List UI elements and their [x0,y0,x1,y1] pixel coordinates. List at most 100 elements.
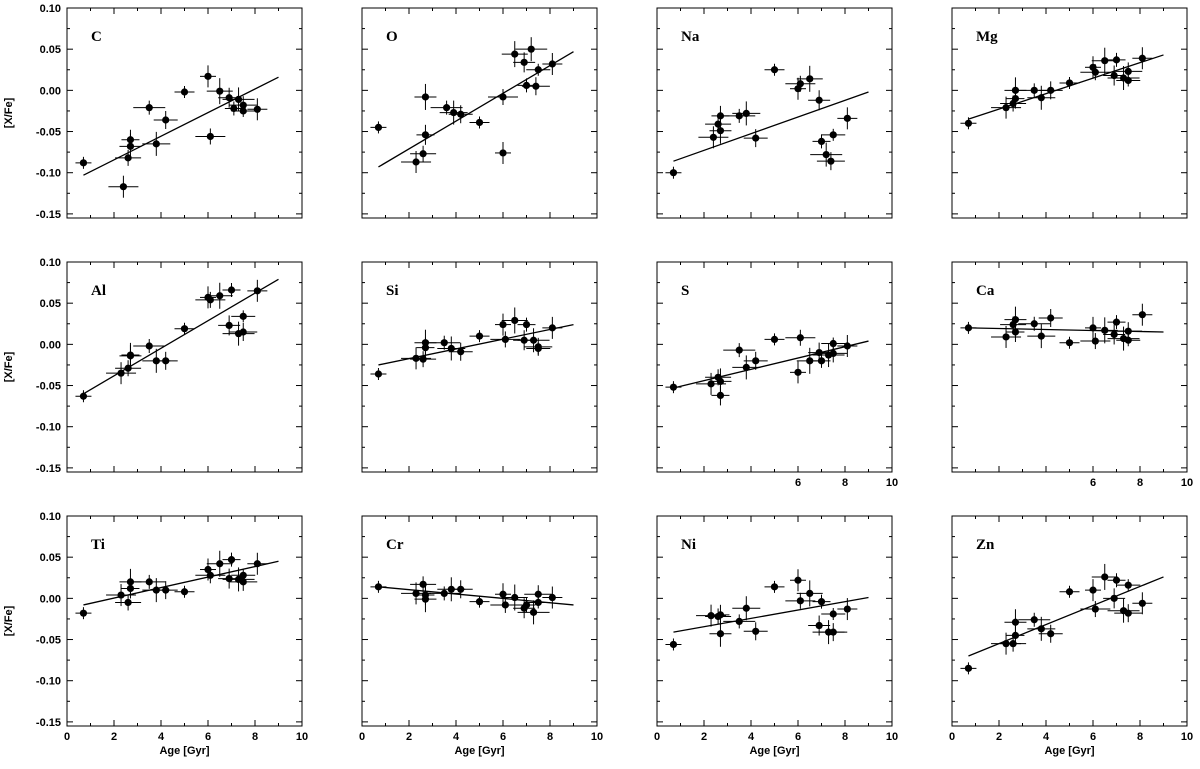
data-point [457,348,465,356]
data-point [457,585,465,593]
data-point [742,363,750,372]
plot-frame [656,261,893,473]
data-point [829,131,837,139]
y-tick-label: -0.10 [36,676,61,688]
data-point [1089,586,1097,594]
x-tick-label: 0 [654,731,660,743]
data-point [522,81,531,90]
data-point [1110,330,1118,339]
y-tick-label: 0.10 [40,511,61,523]
panel-ca: 6 8 10 Ca [951,261,1193,489]
x-tick-label: 4 [1043,731,1050,743]
data-point [707,612,715,620]
trend-line [83,278,279,395]
x-tick-label: 10 [296,731,308,743]
y-tick-label: 0.00 [40,85,61,97]
data-point [796,334,804,342]
x-axis-label: Age [Gyr] [454,745,504,757]
data-point [225,94,233,102]
x-axis-label: Age [Gyr] [159,745,209,757]
plot-frame [66,7,303,219]
x-tick-label: 4 [453,731,460,743]
element-label: Ti [91,537,105,553]
data-point [204,72,212,80]
data-point [770,66,779,74]
y-tick-label: -0.15 [36,463,61,475]
data-point [511,50,519,58]
trend-line [378,323,574,366]
data-point [421,131,430,139]
data-point [669,640,678,649]
data-point [1011,328,1020,336]
y-axis-label: [X/Fe] [3,97,15,128]
x-axis-label: Age [Gyr] [749,745,799,757]
x-tick-label: 6 [1090,731,1096,743]
y-tick-label: -0.05 [36,635,61,647]
data-point [1030,616,1038,624]
data-point [1124,67,1132,76]
data-point [843,605,851,613]
data-point [817,357,826,365]
data-point [412,158,420,166]
data-point [117,369,125,377]
data-point [216,87,224,95]
data-point [1011,316,1020,324]
data-point [964,664,973,672]
data-point [421,93,430,101]
data-point [1124,609,1132,617]
data-point [1030,86,1038,94]
data-point [443,104,451,112]
data-point [520,58,528,66]
data-point [1101,326,1109,334]
data-point [499,149,507,157]
data-point [716,112,725,120]
data-point [216,292,224,300]
data-point [534,66,542,74]
data-point [522,320,531,329]
data-point [117,591,125,599]
data-point [475,332,484,340]
data-point [206,132,214,141]
data-point [1009,640,1017,648]
data-point [412,589,420,598]
data-point [1002,333,1010,341]
data-point [374,370,383,378]
data-point [126,136,135,144]
data-point [419,580,427,588]
x-tick-label: 8 [1137,731,1143,743]
data-point [794,576,802,584]
element-label: Na [681,29,700,45]
data-point [124,154,132,162]
data-point [501,335,509,344]
data-point [1112,576,1121,584]
element-label: Al [91,283,106,299]
data-point [522,601,531,609]
data-point [548,60,556,68]
data-point [735,112,743,120]
y-tick-label: 0.05 [40,552,61,564]
x-tick-label: 10 [886,731,898,743]
x-tick-label: 2 [996,731,1002,743]
x-axis-label: Age [Gyr] [1044,745,1094,757]
data-point [239,571,247,579]
element-label: Si [386,283,399,299]
data-point [806,589,814,598]
trend-line [378,51,574,168]
data-point [239,312,247,320]
data-point [145,104,153,112]
data-point [162,116,170,124]
data-point [227,556,236,564]
data-point [964,119,973,127]
data-point [669,169,678,177]
data-point [1091,605,1099,613]
data-point [1091,337,1099,345]
data-point [843,342,851,350]
data-point [822,150,830,159]
data-point [1112,318,1121,326]
data-point [1065,79,1074,87]
element-label: S [681,283,689,299]
data-point [450,108,458,117]
data-point [421,591,430,599]
y-axis-label: [X/Fe] [3,605,15,636]
y-tick-label: 0.10 [40,257,61,269]
